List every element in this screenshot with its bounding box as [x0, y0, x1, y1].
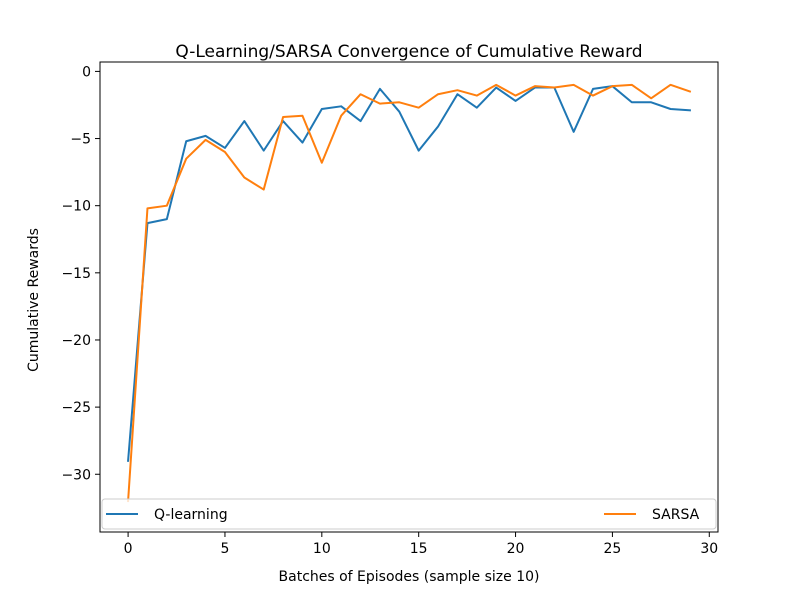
legend: Q-learning SARSA: [101, 498, 717, 530]
legend-label-q-learning: Q-learning: [154, 507, 228, 523]
x-tick-label: 10: [313, 541, 331, 557]
axes-layer: 0 5 10 15 20 25 30 0 −5 −10 −15 −20 −25 −30: [61, 61, 719, 557]
x-tick-label: 5: [220, 541, 229, 557]
y-tick-label: −20: [61, 333, 91, 349]
x-tick-label: 25: [604, 541, 622, 557]
legend-box: [101, 498, 717, 530]
y-tick-label: −10: [61, 199, 91, 215]
legend-label-sarsa: SARSA: [652, 507, 700, 523]
series-line-sarsa: [127, 83, 692, 503]
x-tick-label: 0: [124, 541, 133, 557]
series-line-q-learning: [127, 85, 691, 462]
y-tick-label: 0: [82, 64, 91, 80]
y-tick-label: −5: [70, 132, 91, 148]
series-layer: [127, 83, 692, 503]
x-tick-label: 20: [507, 541, 525, 557]
x-axis-label: Batches of Episodes (sample size 10): [279, 569, 540, 585]
x-tick-label: 15: [410, 541, 428, 557]
x-tick-label: 30: [700, 541, 718, 557]
y-tick-label: −30: [61, 467, 91, 483]
chart-title: Q-Learning/SARSA Convergence of Cumulati…: [175, 42, 642, 62]
y-tick-label: −15: [61, 266, 91, 282]
y-axis-label: Cumulative Rewards: [26, 228, 42, 372]
y-tick-label: −25: [61, 400, 91, 416]
plot-frame: [99, 61, 719, 533]
